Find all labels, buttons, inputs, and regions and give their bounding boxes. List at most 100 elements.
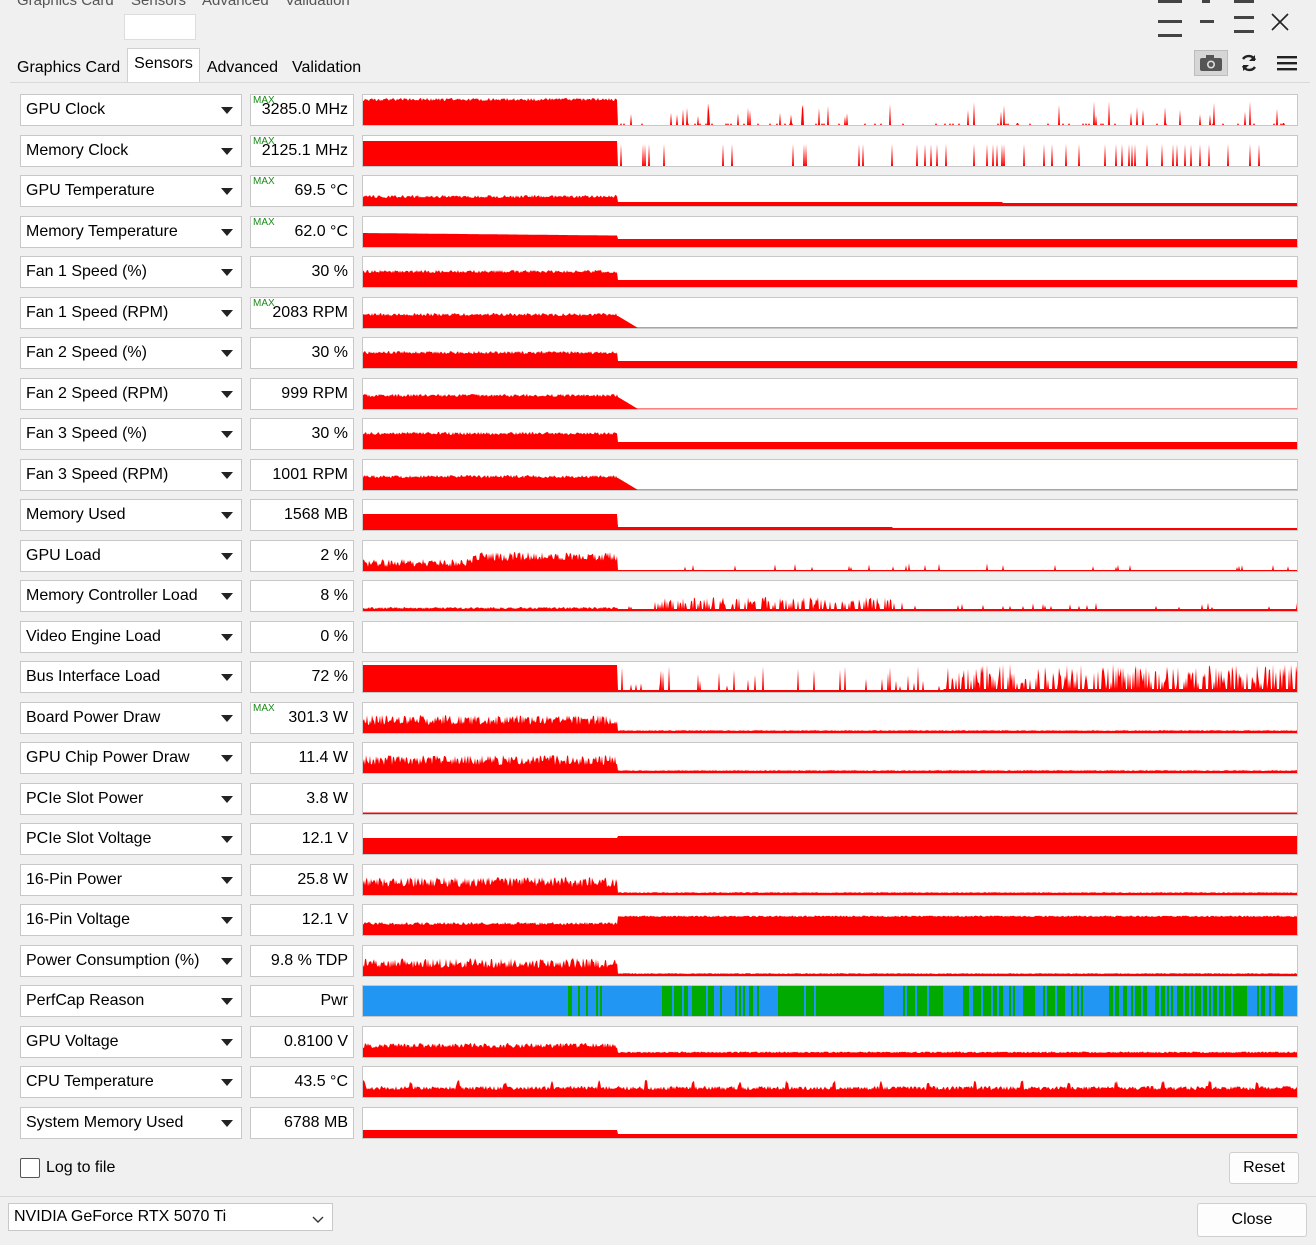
sensor-graph[interactable] bbox=[362, 377, 1298, 410]
sensor-graph[interactable] bbox=[362, 256, 1298, 288]
sensor-graph[interactable] bbox=[362, 863, 1298, 896]
dropdown-arrow-icon bbox=[221, 228, 233, 236]
sensor-name-dropdown[interactable]: GPU Load bbox=[20, 539, 242, 572]
sensor-graph[interactable] bbox=[362, 296, 1298, 329]
sensor-graph[interactable] bbox=[362, 782, 1298, 815]
sensor-value: 30 % bbox=[311, 263, 348, 280]
sensor-graph[interactable] bbox=[362, 418, 1298, 450]
sensor-graph[interactable] bbox=[362, 1106, 1298, 1139]
sensor-name-dropdown[interactable]: Fan 2 Speed (RPM) bbox=[20, 377, 242, 410]
perfcap-segment bbox=[568, 986, 570, 1016]
sensor-name-dropdown[interactable]: CPU Temperature bbox=[20, 1066, 242, 1098]
sensor-graph[interactable] bbox=[362, 823, 1298, 855]
sensor-name-dropdown[interactable]: Fan 2 Speed (%) bbox=[20, 337, 242, 369]
sensor-value-box[interactable]: 999 RPM bbox=[250, 377, 354, 410]
sensor-graph-svg bbox=[363, 714, 1297, 733]
sensor-name-dropdown[interactable]: 16-Pin Power bbox=[20, 863, 242, 896]
sensor-value-box[interactable]: MAX 2083 RPM bbox=[250, 296, 354, 329]
sensor-name-dropdown[interactable]: Video Engine Load bbox=[20, 620, 242, 653]
sensor-name-dropdown[interactable]: System Memory Used bbox=[20, 1106, 242, 1139]
sensor-name-dropdown[interactable]: Board Power Draw bbox=[20, 701, 242, 734]
sensor-value-box[interactable]: MAX 301.3 W bbox=[250, 701, 354, 734]
sensor-graph[interactable] bbox=[362, 94, 1298, 126]
sensor-graph[interactable] bbox=[362, 499, 1298, 531]
sensor-name-dropdown[interactable]: Memory Controller Load bbox=[20, 580, 242, 612]
sensor-value-box[interactable]: MAX 3285.0 MHz bbox=[250, 94, 354, 126]
sensor-graph[interactable] bbox=[362, 1025, 1298, 1058]
sensor-value-box[interactable]: 1568 MB bbox=[250, 499, 354, 531]
sensor-name-dropdown[interactable]: PCIe Slot Power bbox=[20, 782, 242, 815]
sensor-value-box[interactable]: 12.1 V bbox=[250, 904, 354, 936]
sensor-graph[interactable] bbox=[362, 337, 1298, 369]
menu-icon[interactable] bbox=[1270, 50, 1304, 76]
sensor-name-dropdown[interactable]: GPU Chip Power Draw bbox=[20, 742, 242, 774]
sensor-graph[interactable] bbox=[362, 742, 1298, 774]
dropdown-arrow-icon bbox=[221, 998, 233, 1005]
sensor-value-box[interactable]: 72 % bbox=[250, 661, 354, 693]
sensor-value-box[interactable]: 3.8 W bbox=[250, 782, 354, 815]
sensor-value-box[interactable]: 12.1 V bbox=[250, 823, 354, 855]
sensor-value-box[interactable]: 25.8 W bbox=[250, 863, 354, 896]
sensor-graph[interactable] bbox=[362, 661, 1298, 693]
sensor-value-box[interactable]: 8 % bbox=[250, 580, 354, 612]
gpu-selector-dropdown[interactable]: NVIDIA GeForce RTX 5070 Ti bbox=[8, 1203, 333, 1231]
sensor-graph[interactable] bbox=[362, 985, 1298, 1017]
sensor-name-dropdown[interactable]: GPU Clock bbox=[20, 94, 242, 126]
sensor-value-box[interactable]: 11.4 W bbox=[250, 742, 354, 774]
sensor-name-dropdown[interactable]: Bus Interface Load bbox=[20, 661, 242, 693]
sensor-value-box[interactable]: 43.5 °C bbox=[250, 1066, 354, 1098]
sensor-graph[interactable] bbox=[362, 134, 1298, 167]
tab-validation[interactable]: Validation bbox=[292, 59, 362, 76]
sensor-graph[interactable] bbox=[362, 944, 1298, 977]
sensor-graph[interactable] bbox=[362, 458, 1298, 491]
sensor-graph[interactable] bbox=[362, 904, 1298, 936]
refresh-icon[interactable] bbox=[1232, 50, 1266, 76]
sensor-name-dropdown[interactable]: Memory Clock bbox=[20, 134, 242, 167]
sensor-name-dropdown[interactable]: Fan 1 Speed (%) bbox=[20, 256, 242, 288]
sensor-name-dropdown[interactable]: Memory Temperature bbox=[20, 215, 242, 248]
window-close-icon[interactable] bbox=[1260, 4, 1300, 40]
sensor-name-dropdown[interactable]: Power Consumption (%) bbox=[20, 944, 242, 977]
sensor-value-box[interactable]: 0 % bbox=[250, 620, 354, 653]
close-button[interactable]: Close bbox=[1197, 1203, 1307, 1237]
sensor-graph-svg bbox=[363, 140, 1297, 166]
sensor-name-dropdown[interactable]: Memory Used bbox=[20, 499, 242, 531]
tab-sensors[interactable]: Sensors bbox=[127, 48, 200, 82]
sensor-value-box[interactable]: 9.8 % TDP bbox=[250, 944, 354, 977]
sensor-value-box[interactable]: 6788 MB bbox=[250, 1106, 354, 1139]
sensor-name-dropdown[interactable]: GPU Voltage bbox=[20, 1025, 242, 1058]
sensor-value-box[interactable]: 2 % bbox=[250, 539, 354, 572]
tab-graphics-card[interactable]: Graphics Card bbox=[17, 59, 121, 76]
sensor-name-dropdown[interactable]: GPU Temperature bbox=[20, 175, 242, 207]
sensor-value-box[interactable]: MAX 62.0 °C bbox=[250, 215, 354, 248]
sensor-name-dropdown[interactable]: PCIe Slot Voltage bbox=[20, 823, 242, 855]
camera-icon[interactable] bbox=[1194, 50, 1228, 76]
sensor-value-box[interactable]: 30 % bbox=[250, 337, 354, 369]
sensor-name-dropdown[interactable]: Fan 3 Speed (RPM) bbox=[20, 458, 242, 491]
perfcap-segment bbox=[824, 986, 826, 1016]
sensor-graph[interactable] bbox=[362, 701, 1298, 734]
sensor-value-box[interactable]: Pwr bbox=[250, 985, 354, 1017]
sensor-name-dropdown[interactable]: Fan 1 Speed (RPM) bbox=[20, 296, 242, 329]
sensor-graph[interactable] bbox=[362, 620, 1298, 653]
sensor-value-box[interactable]: 30 % bbox=[250, 256, 354, 288]
reset-button[interactable]: Reset bbox=[1229, 1152, 1299, 1184]
sensor-name-dropdown[interactable]: PerfCap Reason bbox=[20, 985, 242, 1017]
sensor-name-dropdown[interactable]: 16-Pin Voltage bbox=[20, 904, 242, 936]
log-to-file-option[interactable]: Log to file bbox=[20, 1158, 115, 1178]
sensor-value-box[interactable]: 1001 RPM bbox=[250, 458, 354, 491]
perfcap-segment bbox=[1161, 986, 1163, 1016]
sensor-value-box[interactable]: MAX 2125.1 MHz bbox=[250, 134, 354, 167]
tab-advanced[interactable]: Advanced bbox=[206, 59, 279, 76]
sensor-graph[interactable] bbox=[362, 580, 1298, 612]
sensor-graph[interactable] bbox=[362, 175, 1298, 207]
sensor-value: 69.5 °C bbox=[294, 182, 348, 199]
sensor-value-box[interactable]: 30 % bbox=[250, 418, 354, 450]
sensor-value-box[interactable]: MAX 69.5 °C bbox=[250, 175, 354, 207]
sensor-name-dropdown[interactable]: Fan 3 Speed (%) bbox=[20, 418, 242, 450]
sensor-graph[interactable] bbox=[362, 1066, 1298, 1098]
log-to-file-checkbox[interactable] bbox=[20, 1158, 40, 1178]
sensor-graph[interactable] bbox=[362, 539, 1298, 572]
sensor-graph[interactable] bbox=[362, 215, 1298, 248]
sensor-value-box[interactable]: 0.8100 V bbox=[250, 1025, 354, 1058]
